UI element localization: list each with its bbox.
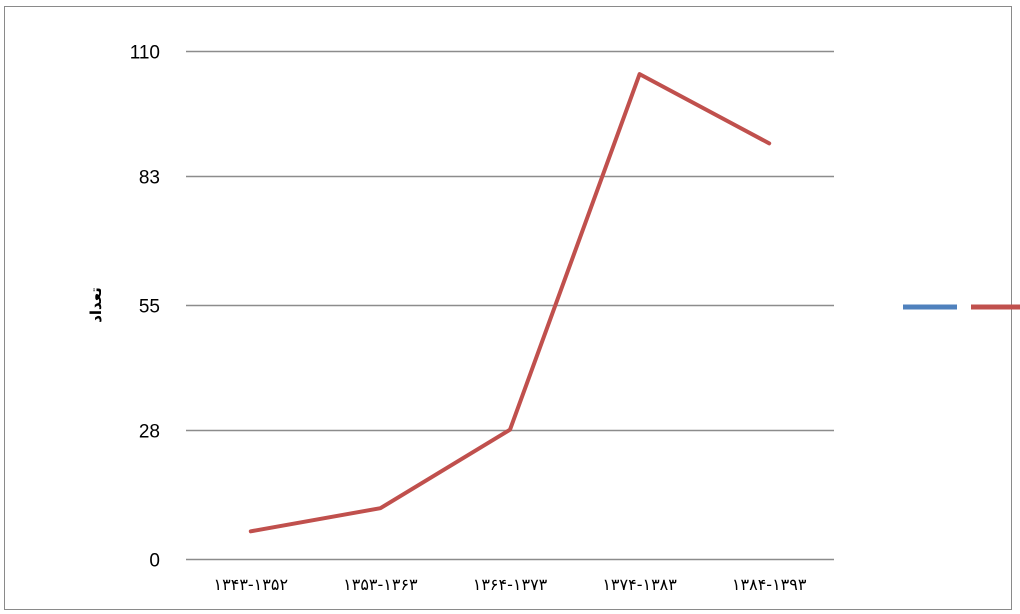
- y-tick-label: 28: [139, 422, 160, 443]
- y-tick-label: 0: [149, 551, 160, 572]
- y-tick-labels: 0 28 55 83 110: [130, 43, 160, 572]
- chart-frame: [4, 6, 1012, 610]
- y-tick-label: 55: [139, 297, 160, 318]
- x-tick-label: ۱۳۸۴-۱۳۹۳: [732, 575, 807, 594]
- x-tick-labels: ۱۳۴۳-۱۳۵۲ ۱۳۵۳-۱۳۶۳ ۱۳۶۴-۱۳۷۳ ۱۳۷۴-۱۳۸۳ ۱۳۸۴…: [214, 575, 807, 594]
- y-axis-label: تعداد: [87, 287, 105, 323]
- x-tick-label: ۱۳۴۳-۱۳۵۲: [214, 575, 289, 594]
- x-tick-label: ۱۳۷۴-۱۳۸۳: [602, 575, 677, 594]
- x-tick-label: ۱۳۶۴-۱۳۷۳: [473, 575, 548, 594]
- x-tick-label: ۱۳۵۳-۱۳۶۳: [343, 575, 418, 594]
- y-tick-label: 110: [130, 43, 160, 64]
- series-line-1: [248, 72, 772, 534]
- y-tick-label: 83: [139, 168, 160, 189]
- series-lines: [248, 72, 772, 534]
